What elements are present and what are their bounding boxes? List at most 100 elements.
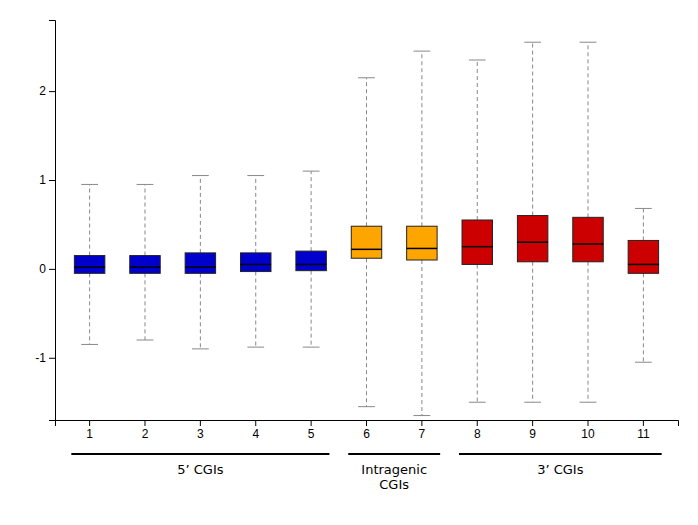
whisker-cap-low: [303, 347, 320, 348]
whisker-high: [532, 42, 533, 215]
whisker-cap-high: [81, 184, 98, 185]
group-bracket: [71, 453, 329, 455]
box: [407, 226, 437, 260]
whisker-high: [366, 78, 367, 226]
x-tick-mark: [532, 420, 533, 426]
whisker-high: [588, 42, 589, 217]
x-tick-mark: [200, 420, 201, 426]
median-line: [351, 249, 381, 251]
whisker-high: [144, 184, 145, 255]
whisker-low: [255, 272, 256, 348]
median-line: [296, 264, 326, 266]
x-tick-label: 3: [197, 427, 204, 441]
whisker-cap-high: [192, 175, 209, 176]
x-tick: 6: [363, 420, 370, 441]
x-tick-label: 7: [419, 427, 426, 441]
box-group: [517, 42, 547, 402]
whisker-low: [421, 260, 422, 416]
x-axis-line: [56, 421, 679, 427]
whisker-high: [421, 51, 422, 226]
whisker-cap-low: [192, 348, 209, 349]
y-tick-label: 0: [39, 262, 46, 276]
x-tick: 7: [419, 420, 426, 441]
median-line: [185, 266, 215, 268]
whisker-high: [255, 176, 256, 253]
y-tick: 0: [39, 262, 55, 276]
y-tick: -1: [35, 351, 55, 365]
whisker-cap-high: [137, 184, 154, 185]
box: [573, 217, 603, 261]
whisker-cap-low: [580, 402, 597, 403]
median-line: [517, 241, 547, 243]
group-bracket: [459, 453, 662, 455]
whisker-high: [643, 208, 644, 240]
group-label-line: CGIs: [379, 477, 409, 492]
whisker-cap-low: [247, 347, 264, 348]
x-tick-label: 5: [308, 427, 315, 441]
box-group: [130, 184, 160, 340]
plot: -101212345678910115’ CGIsIntragenicCGIs3…: [35, 21, 678, 493]
whisker-cap-low: [81, 344, 98, 345]
y-tick-mark: [49, 91, 55, 92]
group-label: 3’ CGIs: [537, 462, 584, 477]
x-tick: 1: [86, 420, 93, 441]
whisker-low: [477, 264, 478, 402]
y-axis-line: [49, 21, 56, 421]
whisker-low: [643, 273, 644, 362]
y-tick-label: -1: [35, 351, 46, 365]
whisker-low: [200, 273, 201, 349]
x-tick-label: 11: [637, 427, 650, 441]
box-group: [407, 51, 437, 415]
x-tick-label: 9: [529, 427, 536, 441]
box-group: [241, 176, 271, 348]
x-tick-label: 1: [86, 427, 93, 441]
box-group: [185, 176, 215, 349]
y-tick: 2: [39, 84, 55, 98]
whisker-low: [532, 262, 533, 402]
x-axis: 1234567891011: [56, 420, 679, 441]
whisker-cap-high: [469, 60, 486, 61]
whisker-cap-low: [414, 415, 431, 416]
group-label-line: Intragenic: [361, 462, 427, 477]
whisker-low: [144, 273, 145, 340]
median-line: [74, 266, 104, 268]
whisker-cap-low: [635, 362, 652, 363]
box-group: [74, 184, 104, 344]
whisker-cap-high: [524, 42, 541, 43]
median-line: [241, 264, 271, 266]
box: [628, 240, 658, 273]
x-tick-mark: [643, 420, 644, 426]
x-tick-label: 4: [252, 427, 259, 441]
whisker-low: [89, 273, 90, 344]
x-tick: 5: [308, 420, 315, 441]
box: [296, 251, 326, 271]
group-label: IntragenicCGIs: [361, 462, 427, 493]
whisker-high: [477, 60, 478, 220]
box: [241, 253, 271, 272]
median-line: [462, 246, 492, 248]
whisker-cap-high: [580, 42, 597, 43]
x-tick-mark: [477, 420, 478, 426]
x-tick: 10: [581, 420, 595, 441]
x-tick-mark: [311, 420, 312, 426]
box-group: [628, 208, 658, 362]
median-line: [573, 243, 603, 245]
whisker-high: [311, 171, 312, 251]
whisker-cap-low: [137, 340, 154, 341]
box-group: [462, 60, 492, 402]
y-tick-mark: [49, 269, 55, 270]
x-tick: 8: [474, 420, 481, 441]
whisker-high: [200, 176, 201, 253]
whisker-cap-low: [469, 402, 486, 403]
whisker-cap-low: [524, 402, 541, 403]
group-label: 5’ CGIs: [177, 462, 224, 477]
y-tick-label: 1: [39, 173, 46, 187]
group-label-line: 3’ CGIs: [537, 462, 584, 477]
whisker-cap-high: [358, 77, 375, 78]
median-line: [628, 264, 658, 266]
x-tick-mark: [144, 420, 145, 426]
boxes: [74, 42, 658, 415]
y-tick-label: 2: [39, 84, 46, 98]
whisker-low: [588, 262, 589, 402]
box-group: [351, 78, 381, 407]
